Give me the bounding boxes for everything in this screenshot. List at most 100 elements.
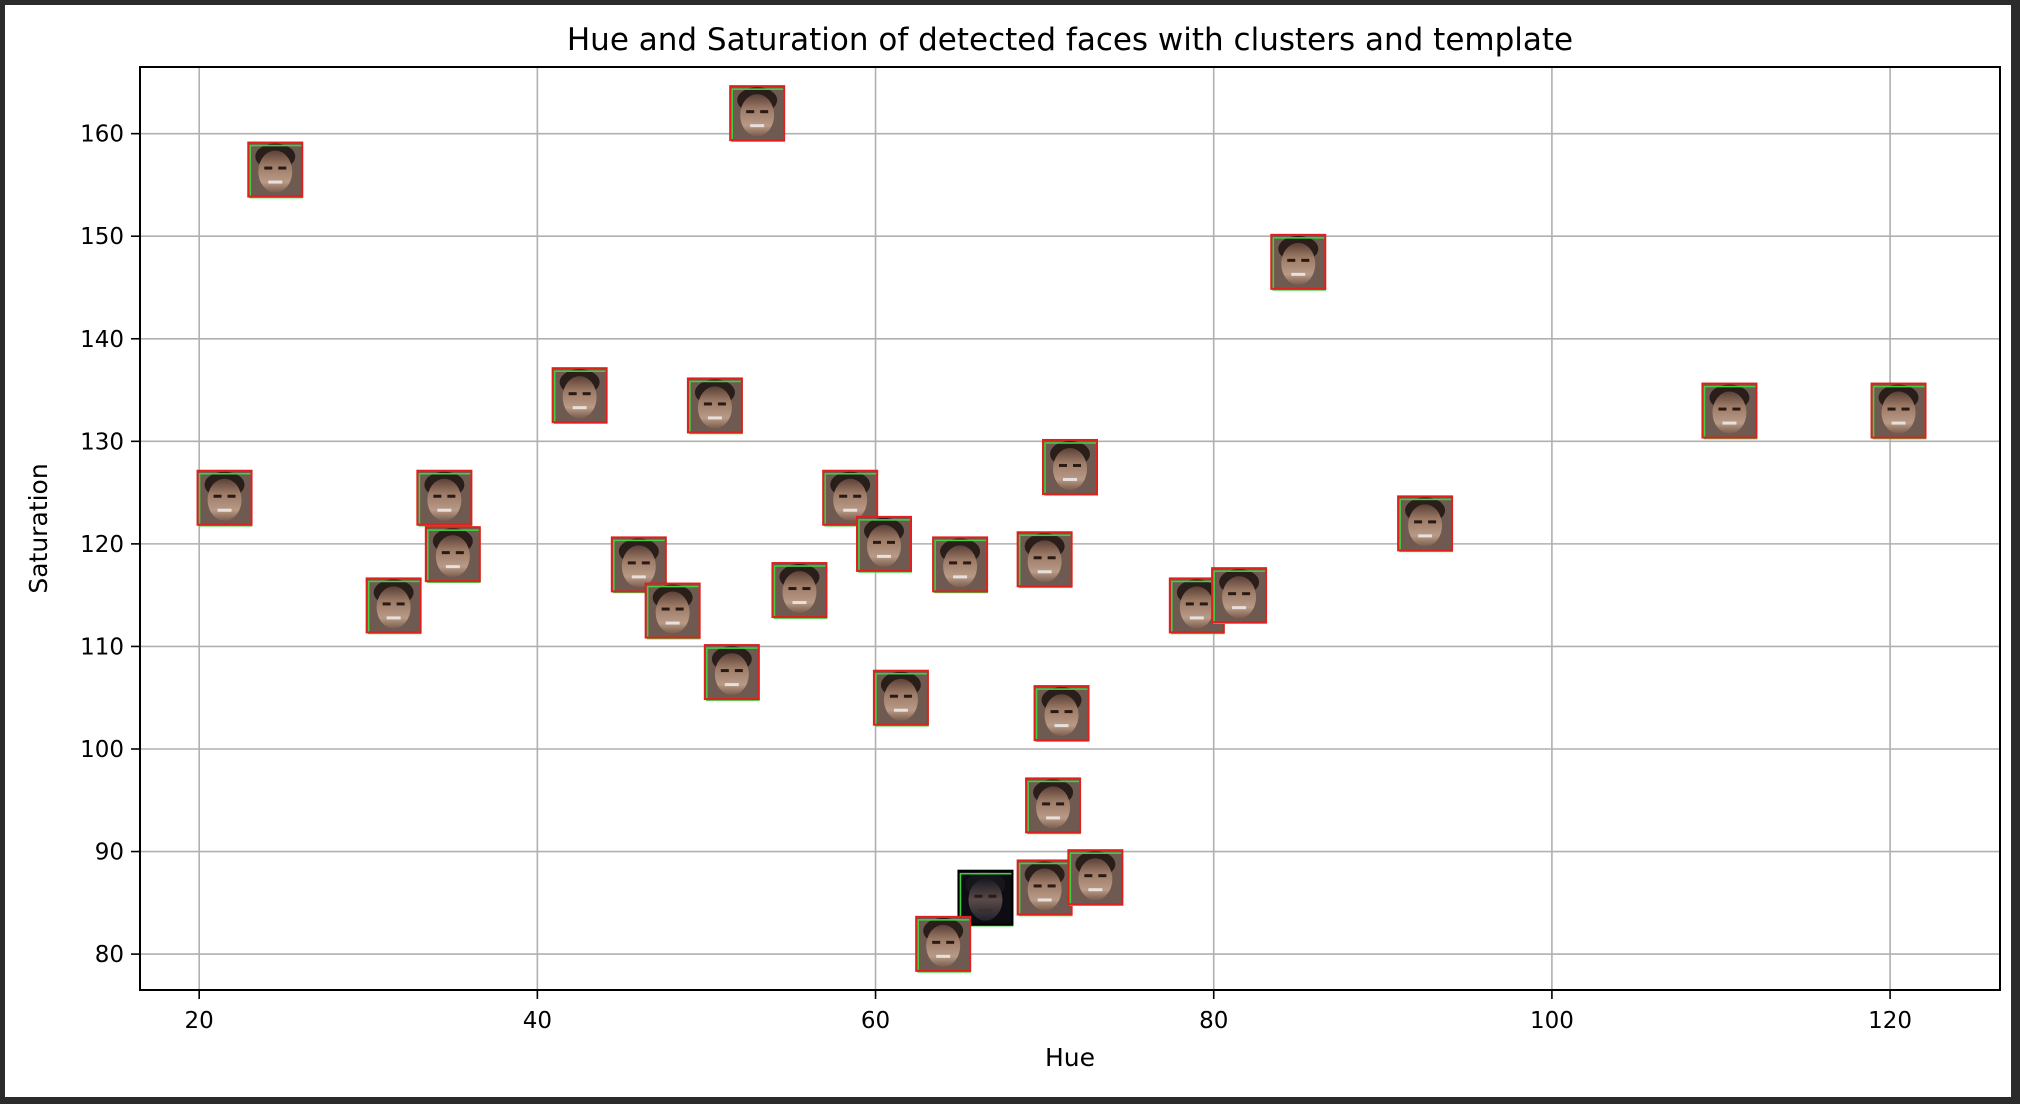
face-skin — [740, 94, 775, 137]
data-point — [686, 377, 743, 435]
data-point — [1211, 567, 1268, 624]
face-mouth — [843, 508, 858, 512]
face-eye — [675, 607, 684, 611]
face-eye — [1242, 592, 1251, 596]
face-skin — [1408, 504, 1443, 547]
face-eye — [1056, 802, 1065, 806]
face-skin — [427, 478, 462, 521]
detection-box — [1042, 438, 1098, 495]
face-skin — [782, 571, 817, 614]
figure: 20 40 60 80 100 120 80 90 100 110 120 130 140 150 160 … — [5, 5, 2011, 1097]
face-eye — [1042, 802, 1051, 806]
face-eye — [455, 551, 464, 555]
detection-box — [729, 85, 786, 142]
face-eye — [1047, 884, 1056, 888]
data-point — [1870, 382, 1927, 440]
face-mouth — [893, 708, 908, 712]
face-skin — [867, 524, 901, 567]
face-eye — [396, 602, 405, 606]
data-point — [1016, 531, 1073, 589]
detection-box — [247, 141, 304, 198]
face-mouth — [268, 180, 283, 184]
face-eye — [1228, 592, 1237, 596]
face-eye — [1301, 258, 1310, 262]
face-skin — [883, 678, 918, 721]
face-eye — [1059, 463, 1067, 467]
face-eye — [382, 602, 391, 606]
face-eye — [903, 694, 912, 698]
face-mouth — [386, 616, 401, 620]
face-skin — [714, 653, 749, 696]
detection-box — [872, 669, 929, 726]
face-mouth — [217, 508, 232, 512]
data-point — [771, 562, 828, 619]
face-eye — [1098, 874, 1107, 878]
axes-frame — [139, 66, 2001, 991]
face-mouth — [1046, 816, 1061, 820]
face-mouth — [1232, 606, 1247, 610]
detection-box — [957, 869, 1014, 926]
face-skin — [1281, 242, 1316, 285]
detection-box — [1016, 531, 1073, 588]
data-point — [729, 85, 786, 142]
face-mouth — [445, 565, 460, 569]
face-mouth — [792, 601, 807, 605]
data-point — [1042, 438, 1098, 496]
detection-box — [932, 536, 989, 593]
data-point — [644, 582, 701, 640]
face-eye — [974, 894, 983, 898]
face-eye — [853, 494, 862, 498]
detection-box — [644, 582, 701, 639]
data-point — [1025, 777, 1082, 835]
face-eye — [760, 110, 769, 114]
face-eye — [1064, 710, 1073, 714]
face-eye — [627, 561, 636, 565]
face-mouth — [665, 621, 680, 625]
face-eye — [839, 494, 848, 498]
x-tick-label: 100 — [1530, 1008, 1574, 1034]
data-point — [1033, 685, 1090, 742]
face-mouth — [1189, 616, 1204, 620]
face-mouth — [1291, 272, 1306, 276]
face-eye — [264, 166, 273, 170]
face-skin — [207, 478, 242, 521]
face-eye — [1718, 407, 1727, 411]
face-skin — [1053, 447, 1087, 490]
detection-box — [196, 469, 253, 526]
face-eye — [1185, 602, 1194, 606]
face-mouth — [631, 575, 646, 579]
face-eye — [1414, 520, 1423, 524]
face-skin — [655, 591, 690, 634]
face-mouth — [1891, 421, 1906, 425]
detection-box — [856, 515, 912, 572]
data-point — [822, 469, 879, 527]
face-mouth — [750, 124, 765, 128]
face-mouth — [978, 908, 993, 912]
face-skin — [1044, 694, 1079, 737]
face-skin — [697, 386, 732, 429]
face-eye — [441, 551, 450, 555]
face-eye — [568, 392, 577, 396]
detection-box — [1397, 495, 1454, 552]
data-point — [416, 469, 473, 527]
detection-box — [1067, 849, 1124, 906]
face-eye — [949, 561, 958, 565]
detection-box — [551, 367, 608, 424]
face-mouth — [1054, 724, 1069, 728]
face-eye — [889, 694, 898, 698]
face-eye — [963, 561, 972, 565]
data-point — [1270, 233, 1327, 291]
data-point — [915, 915, 972, 973]
face-eye — [720, 669, 729, 673]
face-eye — [1199, 602, 1208, 606]
detection-box — [915, 915, 972, 972]
y-tick-label: 100 — [80, 737, 124, 763]
face-skin — [1881, 391, 1916, 434]
detection-box — [424, 526, 481, 583]
face-mouth — [1037, 898, 1052, 902]
detection-box — [771, 562, 828, 619]
face-eye — [932, 940, 941, 944]
face-eye — [873, 540, 881, 544]
face-eye — [788, 587, 797, 591]
face-eye — [1084, 874, 1093, 878]
